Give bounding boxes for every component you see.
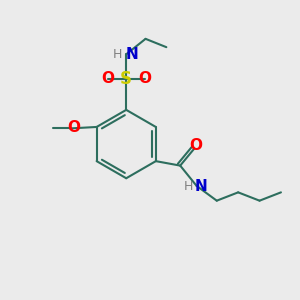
Text: O: O	[138, 71, 151, 86]
Text: H: H	[113, 48, 123, 61]
Text: N: N	[125, 47, 138, 62]
Text: H: H	[184, 180, 193, 193]
Text: O: O	[189, 139, 203, 154]
Text: O: O	[67, 120, 80, 135]
Text: O: O	[101, 71, 114, 86]
Text: N: N	[195, 179, 208, 194]
Text: S: S	[120, 70, 132, 88]
